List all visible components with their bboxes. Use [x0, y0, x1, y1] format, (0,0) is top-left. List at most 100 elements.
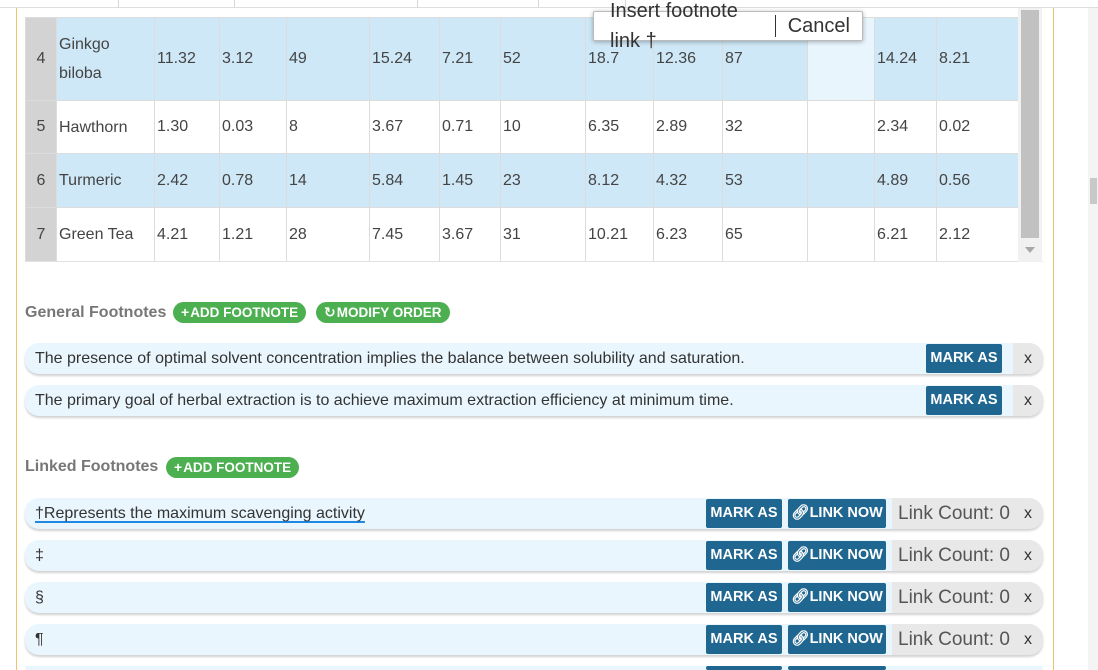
cancel-button[interactable]: Cancel — [787, 15, 850, 37]
table-cell[interactable]: 0.78 — [219, 153, 287, 208]
table-scrollbar-thumb[interactable] — [1021, 10, 1039, 238]
table-cell[interactable]: 0.02 — [936, 100, 1020, 154]
row-number[interactable]: 7 — [25, 207, 57, 261]
table-cell[interactable]: 4.32 — [653, 153, 723, 208]
footnote-text[interactable]: § — [35, 589, 44, 606]
table-cell[interactable]: 14.24 — [874, 17, 937, 101]
table-cell[interactable]: 32 — [722, 100, 808, 154]
page-scrollbar-thumb[interactable] — [1090, 178, 1097, 204]
table-scrollbar[interactable] — [1018, 8, 1042, 262]
remove-footnote-button[interactable]: x — [1013, 385, 1043, 416]
table-cell[interactable]: 1.21 — [219, 207, 287, 261]
table-cell[interactable]: 4.21 — [154, 207, 220, 261]
table-cell[interactable]: 0.03 — [219, 100, 287, 154]
refresh-icon: ↻ — [324, 304, 336, 320]
mark-as-button[interactable]: MARK AS — [926, 386, 1002, 415]
table-cell[interactable]: 3.12 — [219, 17, 287, 101]
remove-footnote-button[interactable]: x — [1013, 582, 1043, 613]
table-cell[interactable]: 5.84 — [369, 153, 440, 208]
table-cell[interactable]: 52 — [500, 17, 586, 101]
table-cell[interactable]: 6.23 — [653, 207, 723, 261]
herb-name-cell[interactable]: Ginkgo biloba — [56, 17, 155, 101]
footnote-text[interactable]: †Represents the maximum scavenging activ… — [35, 505, 365, 522]
add-footnote-label: ADD FOOTNOTE — [183, 460, 292, 475]
table-cell[interactable]: 10.21 — [585, 207, 654, 261]
table-cell[interactable]: 8 — [286, 100, 370, 154]
table-cell[interactable]: 2.34 — [874, 100, 937, 154]
strip-divider — [538, 0, 539, 8]
row-number[interactable]: 4 — [25, 17, 57, 101]
mark-as-button[interactable]: MARK AS — [706, 541, 782, 570]
mark-as-button[interactable]: MARK AS — [706, 625, 782, 654]
herb-name-cell[interactable]: Hawthorn — [56, 100, 155, 154]
linked-footnotes-title: Linked Footnotes — [25, 458, 159, 475]
table-cell[interactable]: 1.45 — [439, 153, 501, 208]
herb-name-cell[interactable]: Turmeric — [56, 153, 155, 208]
mark-as-button[interactable]: MARK AS — [706, 583, 782, 612]
table-cell[interactable]: 2.89 — [653, 100, 723, 154]
table-cell[interactable]: 6.21 — [874, 207, 937, 261]
remove-footnote-button[interactable]: x — [1013, 498, 1043, 529]
table-cell[interactable]: 0.56 — [936, 153, 1020, 208]
footnote-text[interactable]: ‡ — [35, 547, 44, 564]
data-table-container: 4 Ginkgo biloba 11.32 3.12 49 15.24 7.21 52 18.7… — [25, 8, 1043, 262]
table-cell[interactable]: 4.89 — [874, 153, 937, 208]
footnote-text[interactable]: The primary goal of herbal extraction is… — [35, 392, 734, 409]
link-now-button[interactable]: 🔗︎LINK NOW — [788, 583, 886, 612]
link-now-button[interactable]: 🔗︎LINK NOW — [788, 499, 886, 528]
table-cell[interactable]: 0.71 — [439, 100, 501, 154]
mark-as-button[interactable]: MARK AS — [926, 344, 1002, 373]
table-cell[interactable]: 8.21 — [936, 17, 1020, 101]
table-cell[interactable]: 8.12 — [585, 153, 654, 208]
linked-footnote-row-partial — [25, 666, 1043, 670]
table-cell[interactable]: 31 — [500, 207, 586, 261]
table-cell[interactable] — [807, 207, 875, 261]
mark-as-button[interactable] — [706, 666, 782, 670]
herb-name-cell[interactable]: Green Tea — [56, 207, 155, 261]
table-cell[interactable]: 3.67 — [369, 100, 440, 154]
link-now-button[interactable]: 🔗︎LINK NOW — [788, 625, 886, 654]
chain-link-icon: 🔗︎ — [791, 589, 810, 605]
scroll-down-arrow-icon[interactable] — [1025, 247, 1035, 253]
page-scrollbar[interactable] — [1088, 8, 1098, 670]
table-cell[interactable]: 11.32 — [154, 17, 220, 101]
table-cell[interactable]: 65 — [722, 207, 808, 261]
add-general-footnote-button[interactable]: +ADD FOOTNOTE — [173, 302, 307, 323]
footnote-text[interactable]: ¶ — [35, 631, 44, 648]
row-number[interactable]: 6 — [25, 153, 57, 208]
remove-footnote-button[interactable]: x — [1013, 343, 1043, 374]
table-cell[interactable]: 1.30 — [154, 100, 220, 154]
table-cell[interactable]: 2.42 — [154, 153, 220, 208]
link-now-button[interactable]: 🔗︎LINK NOW — [788, 541, 886, 570]
add-linked-footnote-button[interactable]: +ADD FOOTNOTE — [166, 457, 300, 478]
table-cell[interactable]: 6.35 — [585, 100, 654, 154]
chain-link-icon: 🔗︎ — [791, 505, 810, 521]
general-footnotes-title: General Footnotes — [25, 304, 167, 321]
footnote-text[interactable]: The presence of optimal solvent concentr… — [35, 350, 745, 367]
table-cell[interactable]: 14 — [286, 153, 370, 208]
table-cell[interactable]: 15.24 — [369, 17, 440, 101]
table-cell[interactable] — [807, 100, 875, 154]
link-now-button[interactable] — [788, 666, 886, 670]
table-cell[interactable]: 53 — [722, 153, 808, 208]
insert-footnote-link-button[interactable]: Insert footnote link † — [610, 0, 738, 52]
mark-as-button[interactable]: MARK AS — [706, 499, 782, 528]
link-now-label: LINK NOW — [809, 631, 883, 647]
strip-divider — [118, 0, 119, 8]
table-cell[interactable]: 23 — [500, 153, 586, 208]
table-cell[interactable]: 10 — [500, 100, 586, 154]
link-now-label: LINK NOW — [809, 505, 883, 521]
table-cell[interactable]: 7.21 — [439, 17, 501, 101]
link-count: Link Count: 0 — [892, 540, 1013, 571]
modify-order-button[interactable]: ↻MODIFY ORDER — [316, 302, 450, 323]
remove-footnote-button[interactable]: x — [1013, 540, 1043, 571]
row-number[interactable]: 5 — [25, 100, 57, 154]
linked-footnote-row: †Represents the maximum scavenging activ… — [25, 498, 1043, 529]
table-cell[interactable]: 49 — [286, 17, 370, 101]
table-cell[interactable]: 3.67 — [439, 207, 501, 261]
remove-footnote-button[interactable]: x — [1013, 624, 1043, 655]
table-cell[interactable] — [807, 153, 875, 208]
table-cell[interactable]: 2.12 — [936, 207, 1020, 261]
table-cell[interactable]: 7.45 — [369, 207, 440, 261]
table-cell[interactable]: 28 — [286, 207, 370, 261]
